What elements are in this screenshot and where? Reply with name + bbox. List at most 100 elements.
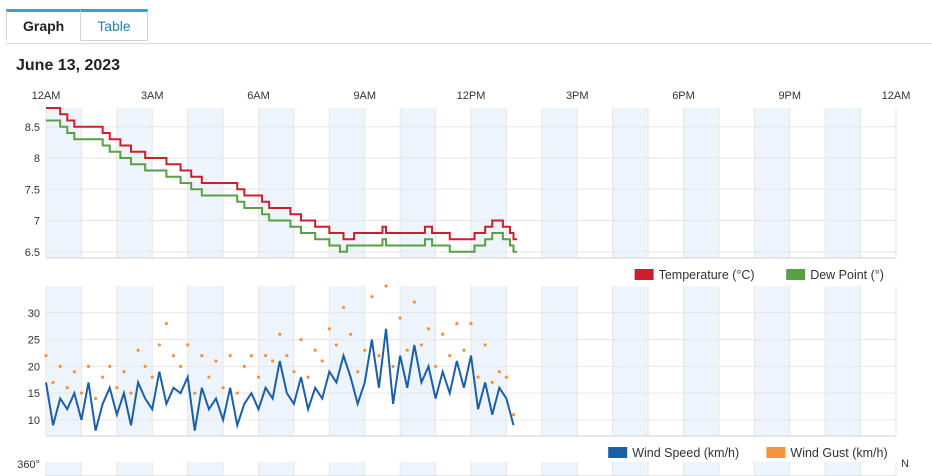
gust-point bbox=[186, 343, 190, 347]
legend-swatch bbox=[766, 447, 786, 458]
hour-band bbox=[329, 462, 365, 476]
hour-band bbox=[46, 286, 82, 436]
hour-band bbox=[471, 286, 507, 436]
hour-band bbox=[258, 462, 294, 476]
x-tick-label: 12PM bbox=[457, 90, 486, 102]
x-tick-label: 12AM bbox=[32, 90, 61, 102]
gust-point bbox=[398, 316, 402, 320]
tab-graph[interactable]: Graph bbox=[6, 9, 82, 41]
gust-point bbox=[65, 386, 69, 390]
hour-band bbox=[258, 108, 294, 258]
x-tick-label: 6PM bbox=[672, 90, 695, 102]
view-tabs: Graph Table bbox=[6, 9, 148, 43]
gust-point bbox=[93, 396, 98, 401]
y-tick-label: 30 bbox=[28, 308, 40, 320]
gust-point bbox=[242, 364, 246, 368]
direction-label: N bbox=[901, 458, 909, 470]
gust-point bbox=[377, 354, 381, 358]
hour-band bbox=[754, 462, 790, 476]
gust-point bbox=[150, 375, 154, 379]
gust-point bbox=[370, 295, 374, 299]
gust-point bbox=[448, 354, 452, 358]
y-tick-label: 10 bbox=[28, 415, 40, 427]
gust-point bbox=[320, 359, 324, 363]
legend-label: Temperature (°C) bbox=[659, 268, 755, 282]
x-tick-label: 9AM bbox=[353, 90, 376, 102]
gust-point bbox=[412, 300, 416, 304]
gust-point bbox=[441, 332, 445, 336]
tab-table[interactable]: Table bbox=[81, 9, 148, 41]
gust-point bbox=[136, 348, 140, 352]
hour-band bbox=[612, 108, 649, 258]
gust-point bbox=[207, 375, 211, 379]
gust-point bbox=[356, 370, 360, 374]
gust-point bbox=[51, 380, 55, 385]
y-tick-label: 20 bbox=[28, 361, 40, 373]
gust-point bbox=[157, 343, 161, 347]
gust-point bbox=[462, 348, 466, 352]
gust-point bbox=[334, 343, 339, 347]
series-line-0 bbox=[45, 328, 515, 431]
y-tick-label: 360° bbox=[17, 459, 40, 471]
hour-band bbox=[683, 286, 719, 436]
hour-band bbox=[46, 108, 82, 258]
hour-band bbox=[46, 462, 82, 476]
hour-band bbox=[541, 462, 578, 476]
hour-band bbox=[116, 462, 153, 476]
gust-point bbox=[469, 321, 473, 326]
legend-label: Dew Point (°) bbox=[810, 268, 884, 282]
gust-point bbox=[178, 364, 183, 368]
legend-label: Wind Speed (km/h) bbox=[632, 446, 739, 460]
gust-point bbox=[433, 364, 438, 368]
gust-point bbox=[483, 343, 487, 347]
gust-point bbox=[405, 348, 409, 352]
gust-point bbox=[306, 375, 310, 379]
gust-point bbox=[327, 327, 331, 331]
y-tick-label: 25 bbox=[28, 335, 40, 347]
hour-band bbox=[825, 108, 861, 258]
gust-point bbox=[313, 348, 317, 352]
gust-point bbox=[249, 354, 254, 358]
hour-band bbox=[329, 108, 365, 258]
y-tick-label: 7.5 bbox=[25, 184, 40, 196]
gust-point bbox=[384, 284, 388, 288]
hour-band bbox=[683, 108, 719, 258]
gust-point bbox=[278, 332, 282, 336]
gust-point bbox=[511, 412, 516, 417]
tab-divider bbox=[6, 43, 932, 44]
gust-point bbox=[58, 364, 62, 368]
gust-point bbox=[299, 337, 303, 342]
legend-swatch bbox=[786, 269, 806, 280]
wind-direction-chart: 360° N bbox=[17, 458, 909, 476]
x-tick-label: 3PM bbox=[566, 90, 589, 102]
x-axis-ticks: 12AM 3AM 6AM 9AM 12PM 3PM 6PM 9PM 12AM bbox=[32, 90, 911, 102]
gust-point bbox=[455, 321, 459, 326]
gust-point bbox=[171, 354, 176, 358]
gust-point bbox=[214, 359, 218, 363]
gust-point bbox=[79, 391, 84, 395]
page-title: June 13, 2023 bbox=[16, 57, 121, 74]
gust-point bbox=[256, 375, 261, 379]
x-tick-label: 12AM bbox=[882, 90, 911, 102]
x-tick-label: 9PM bbox=[778, 90, 801, 102]
gust-point bbox=[490, 380, 494, 385]
gust-point bbox=[263, 354, 268, 358]
gust-point bbox=[101, 375, 105, 379]
x-tick-label: 3AM bbox=[141, 90, 164, 102]
hour-band bbox=[683, 462, 719, 476]
hour-band bbox=[471, 108, 507, 258]
gust-point bbox=[271, 359, 275, 363]
hour-band bbox=[187, 462, 224, 476]
legend-swatch bbox=[634, 269, 654, 280]
hour-band bbox=[825, 286, 861, 436]
gust-point bbox=[504, 375, 509, 379]
y-tick-label: 8.5 bbox=[25, 122, 40, 134]
y-tick-label: 7 bbox=[34, 216, 40, 228]
gust-point bbox=[143, 364, 147, 368]
hour-band bbox=[400, 462, 436, 476]
hour-band bbox=[471, 462, 507, 476]
gust-point bbox=[44, 354, 48, 358]
gust-point bbox=[193, 391, 197, 395]
series-line-1 bbox=[46, 119, 518, 253]
